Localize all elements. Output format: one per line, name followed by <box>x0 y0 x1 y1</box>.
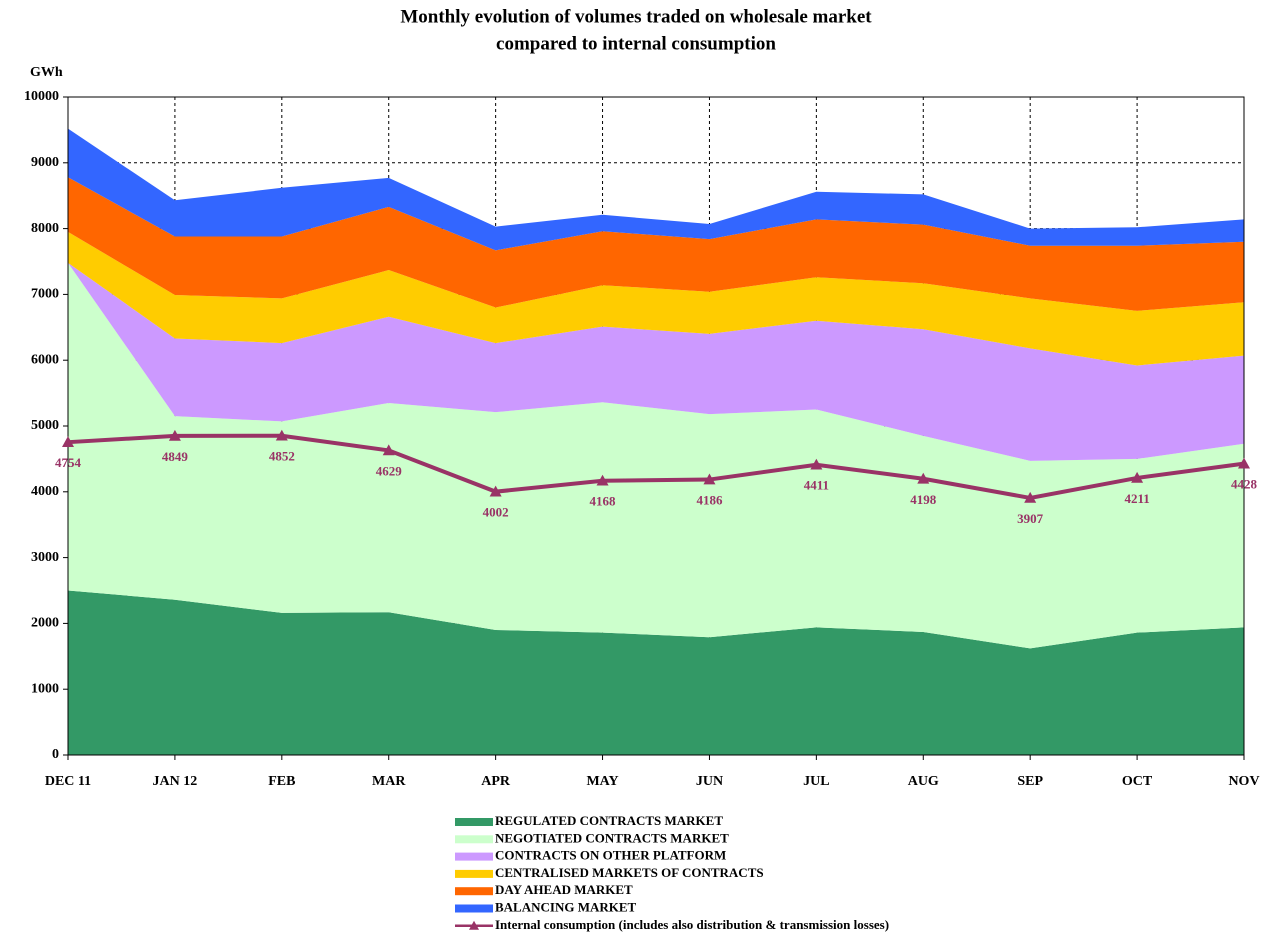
value-label: 4211 <box>1124 491 1149 506</box>
legend-label: CENTRALISED MARKETS OF CONTRACTS <box>495 865 764 880</box>
value-label: 4849 <box>162 449 189 464</box>
legend-label: REGULATED CONTRACTS MARKET <box>495 813 723 828</box>
chart-title: compared to internal consumption <box>496 33 776 54</box>
legend-label: CONTRACTS ON OTHER PLATFORM <box>495 848 726 863</box>
legend-swatch <box>455 818 493 826</box>
value-label: 4411 <box>804 478 829 493</box>
x-tick-label: AUG <box>908 774 939 789</box>
marker <box>489 485 502 497</box>
area <box>68 231 1244 366</box>
x-tick-label: JUN <box>696 774 723 789</box>
legend-swatch <box>455 904 493 913</box>
line <box>67 433 1245 500</box>
area <box>68 262 1244 649</box>
area <box>68 262 1244 461</box>
y-tick-label: 6000 <box>31 352 59 367</box>
legend-label: BALANCING MARKET <box>495 899 637 914</box>
x-tick-label: SEP <box>1017 774 1043 789</box>
legend-label: Internal consumption (includes also dist… <box>495 917 889 932</box>
legend-swatch <box>455 869 493 878</box>
marker <box>275 429 288 441</box>
value-label: 4198 <box>910 492 937 507</box>
value-label: 4754 <box>55 455 82 470</box>
y-tick-label: 9000 <box>31 155 59 170</box>
marker <box>62 436 74 447</box>
x-tick-label: OCT <box>1122 774 1153 789</box>
marker <box>1238 457 1250 469</box>
x-tick-label: FEB <box>268 774 295 789</box>
x-tick-label: APR <box>481 774 511 789</box>
marker <box>596 474 609 486</box>
marker <box>168 429 181 441</box>
marker <box>1131 471 1144 483</box>
marker <box>917 472 930 484</box>
area <box>68 590 1244 755</box>
chart-title: Monthly evolution of volumes traded on w… <box>400 6 872 27</box>
marker <box>810 458 823 470</box>
x-tick-label: JUL <box>803 774 829 789</box>
x-tick-label: MAY <box>586 774 618 789</box>
value-label: 4852 <box>269 449 295 464</box>
value-label: 4002 <box>483 505 509 520</box>
y-tick-label: 8000 <box>31 221 59 236</box>
value-label: 4186 <box>696 493 723 508</box>
y-tick-label: 0 <box>52 747 59 762</box>
y-tick-label: 4000 <box>31 484 59 499</box>
legend-label: NEGOTIATED CONTRACTS MARKET <box>495 830 729 845</box>
legend-swatch <box>455 887 493 896</box>
marker <box>1024 491 1037 503</box>
marker <box>382 444 395 456</box>
legend-swatch <box>455 835 493 844</box>
x-tick-label: NOV <box>1228 774 1259 789</box>
y-tick-label: 3000 <box>31 550 59 565</box>
x-tick-label: JAN 12 <box>153 774 198 789</box>
y-tick-label: 2000 <box>31 616 59 631</box>
y-tick-label: 1000 <box>31 681 59 696</box>
value-label: 4428 <box>1231 477 1258 492</box>
y-axis-label: GWh <box>30 65 63 80</box>
legend-label: DAY AHEAD MARKET <box>495 882 633 897</box>
x-tick-label: DEC 11 <box>45 774 91 789</box>
legend-swatch <box>469 920 479 930</box>
x-tick-label: MAR <box>372 774 406 789</box>
area <box>68 177 1244 311</box>
value-label: 3907 <box>1017 511 1044 526</box>
y-tick-label: 7000 <box>31 287 59 302</box>
y-tick-label: 5000 <box>31 418 59 433</box>
legend-swatch <box>455 852 493 861</box>
area <box>68 128 1244 251</box>
y-tick-label: 10000 <box>24 89 59 104</box>
value-label: 4168 <box>590 494 617 509</box>
marker <box>703 473 716 485</box>
value-label: 4629 <box>376 463 403 478</box>
